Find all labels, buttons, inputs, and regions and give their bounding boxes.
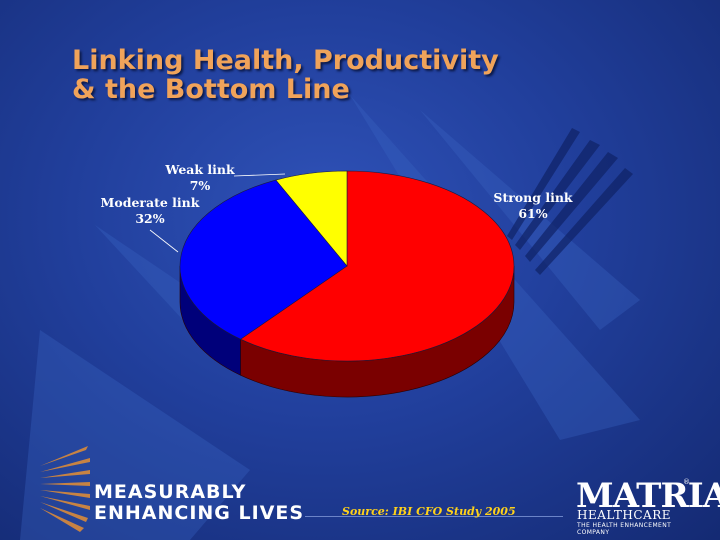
pie-slice-strong-link [239, 170, 515, 362]
logo-wordmark: MATRIA [576, 476, 720, 516]
source-divider [305, 516, 563, 517]
tagline-line-1: MEASURABLY [94, 481, 247, 503]
pie-slice-moderate-link [179, 179, 348, 340]
title-line-2: & the Bottom Line [72, 74, 350, 105]
page-title: Linking Health, Productivity & the Botto… [72, 46, 499, 104]
tagline-line-2: ENHANCING LIVES [94, 502, 305, 524]
pie-label-weak-link: Weak link [164, 162, 235, 177]
pie-value-strong-link: 61% [518, 206, 547, 221]
source-note: Source: IBI CFO Study 2005 [342, 505, 516, 518]
title-line-1: Linking Health, Productivity [72, 45, 499, 76]
pie-value-moderate-link: 32% [135, 211, 164, 226]
pie-slice-weak-link [275, 170, 348, 267]
pie-leader-moderate-link [149, 229, 179, 253]
pie-leader-weak-link [233, 173, 286, 177]
logo-tagline: THE HEALTH ENHANCEMENT COMPANY [577, 522, 672, 536]
logo-subtitle: HEALTHCARE [577, 508, 671, 522]
pie-label-moderate-link: Moderate link [101, 195, 200, 210]
tagline: MEASURABLY ENHANCING LIVES [94, 482, 304, 524]
pie-label-strong-link: Strong link [493, 190, 572, 205]
logo-registered-mark: ® [683, 478, 690, 486]
matria-logo[interactable]: MATRIA ® HEALTHCARE THE HEALTH ENHANCEME… [576, 478, 720, 536]
pie-value-weak-link: 7% [190, 178, 211, 193]
